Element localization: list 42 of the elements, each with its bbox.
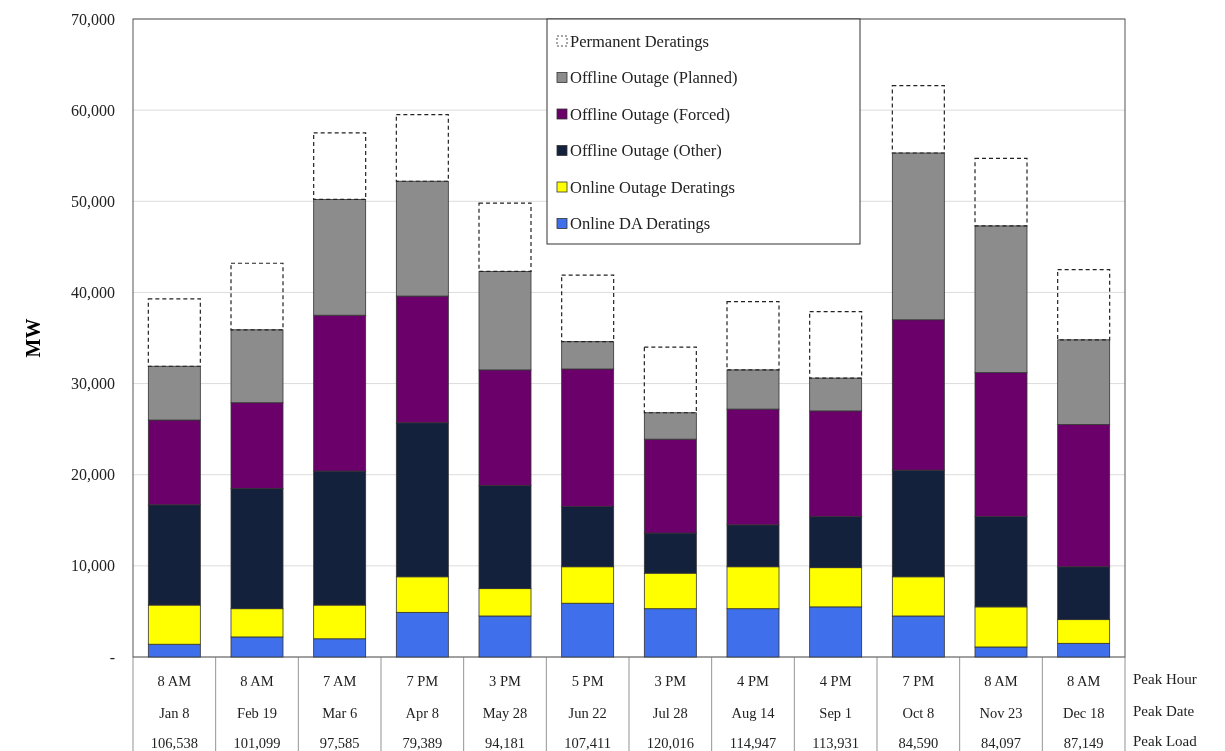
y-tick-label: 70,000	[71, 10, 115, 28]
legend-label: Offline Outage (Other)	[570, 141, 722, 161]
x-tick-label: 5 PM Jun 22 107,411	[564, 673, 611, 751]
x-tick-label: 8 AM Dec 18 87,149	[1062, 673, 1105, 751]
text: Peak Hour	[1133, 671, 1197, 688]
y-tick-label: 30,000	[71, 375, 115, 393]
bar	[313, 132, 367, 201]
y-tick-label: -	[109, 648, 115, 666]
bar	[561, 274, 615, 343]
y-axis-title: MW	[22, 318, 44, 358]
legend-label: Online DA Deratings	[570, 214, 711, 234]
x-tick-label: 3 PM Jul 28 120,016	[646, 673, 694, 751]
y-tick-label: 40,000	[71, 284, 115, 302]
bar	[478, 202, 532, 273]
bar	[726, 300, 780, 371]
x-tick-label: 8 AM Nov 23 84,097	[979, 673, 1023, 751]
x-tick-label: 7 PM Apr 8 79,389	[402, 673, 443, 751]
x-tick-label: 4 PM Sep 1 113,931	[812, 673, 859, 751]
legend-label: Offline Outage (Planned)	[570, 68, 738, 88]
x-tick-label: 4 PM Aug 14 114,947	[729, 673, 777, 751]
y-tick-label: 60,000	[71, 101, 115, 119]
text: Peak Date	[1133, 703, 1195, 720]
x-tick-label: 8 AM Jan 8 106,538	[150, 673, 198, 751]
legend-label: Permanent Deratings	[570, 31, 709, 51]
bar	[974, 157, 1028, 227]
x-tick-label: 7 PM Oct 8 84,590	[898, 673, 939, 751]
y-tick-label: 50,000	[71, 192, 115, 210]
y-tick-label: 20,000	[71, 466, 115, 484]
legend-label: Online Outage Deratings	[570, 177, 735, 197]
x-tick-label: 8 AM Feb 19 101,099	[233, 673, 281, 751]
legend-label: Offline Outage (Forced)	[570, 104, 731, 124]
bar	[1057, 269, 1111, 341]
x-tick-label: 7 AM Mar 6 97,585	[319, 673, 360, 751]
bar	[809, 310, 863, 379]
bar	[891, 84, 945, 154]
bar	[147, 298, 201, 367]
x-tick-label: 3 PM May 28 94,181	[482, 673, 528, 751]
y-tick-label: 10,000	[71, 557, 115, 575]
text: Peak Load	[1133, 733, 1198, 750]
bar	[395, 114, 449, 182]
bar	[230, 262, 284, 331]
bar	[643, 346, 697, 414]
